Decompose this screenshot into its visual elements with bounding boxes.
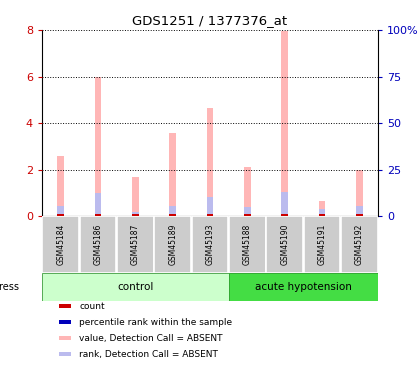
Bar: [42, 273, 228, 301]
Bar: [132, 214, 139, 216]
Text: rank, Detection Call = ABSENT: rank, Detection Call = ABSENT: [79, 350, 218, 358]
Text: GSM45190: GSM45190: [280, 224, 289, 266]
Text: stress: stress: [0, 282, 20, 292]
Text: value, Detection Call = ABSENT: value, Detection Call = ABSENT: [79, 334, 223, 343]
Bar: [244, 214, 251, 216]
Text: control: control: [117, 282, 154, 292]
Bar: [266, 216, 303, 273]
Bar: [79, 216, 116, 273]
Bar: [94, 193, 101, 216]
Bar: [57, 206, 64, 216]
Text: percentile rank within the sample: percentile rank within the sample: [79, 318, 232, 327]
Bar: [57, 214, 64, 216]
Text: GSM45193: GSM45193: [205, 224, 215, 266]
Title: GDS1251 / 1377376_at: GDS1251 / 1377376_at: [132, 15, 288, 27]
Bar: [192, 216, 228, 273]
Text: GSM45192: GSM45192: [355, 224, 364, 266]
Bar: [281, 192, 288, 216]
Bar: [281, 31, 288, 216]
Bar: [132, 177, 139, 216]
Bar: [59, 352, 71, 356]
Bar: [356, 214, 363, 216]
Text: count: count: [79, 302, 105, 311]
Text: GSM45187: GSM45187: [131, 224, 140, 266]
Text: GSM45189: GSM45189: [168, 224, 177, 266]
Bar: [42, 216, 79, 273]
Text: acute hypotension: acute hypotension: [255, 282, 352, 292]
Text: GSM45191: GSM45191: [318, 224, 326, 266]
Bar: [356, 206, 363, 216]
Bar: [59, 336, 71, 340]
Bar: [94, 76, 101, 216]
Bar: [207, 196, 213, 216]
Bar: [59, 304, 71, 308]
Bar: [169, 214, 176, 216]
Bar: [341, 216, 378, 273]
Bar: [319, 209, 326, 216]
Bar: [207, 214, 213, 216]
Bar: [94, 214, 101, 216]
Text: GSM45188: GSM45188: [243, 224, 252, 265]
Bar: [319, 201, 326, 216]
Bar: [132, 212, 139, 216]
Text: GSM45184: GSM45184: [56, 224, 65, 266]
Bar: [169, 206, 176, 216]
Bar: [229, 216, 266, 273]
Bar: [228, 273, 378, 301]
Bar: [281, 214, 288, 216]
Bar: [154, 216, 191, 273]
Bar: [169, 132, 176, 216]
Bar: [244, 168, 251, 216]
Bar: [319, 214, 326, 216]
Bar: [304, 216, 341, 273]
Bar: [207, 108, 213, 216]
Bar: [57, 156, 64, 216]
Bar: [356, 170, 363, 216]
Bar: [59, 320, 71, 324]
Bar: [244, 207, 251, 216]
Text: GSM45186: GSM45186: [94, 224, 102, 266]
Bar: [117, 216, 154, 273]
